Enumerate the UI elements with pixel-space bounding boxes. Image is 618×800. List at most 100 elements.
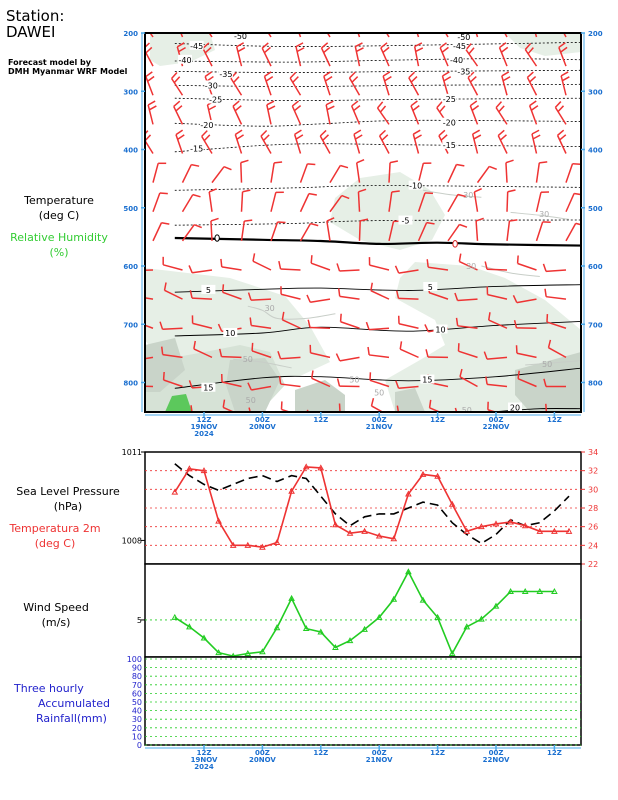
wind-barb-flag	[382, 71, 391, 77]
t2m-marker	[302, 463, 310, 470]
wind-barb-staff	[526, 77, 538, 96]
wind-barb-staff	[398, 323, 419, 329]
wind-barb-flag	[335, 353, 341, 362]
wind-barb-flag	[193, 223, 202, 229]
wind-barb-flag	[509, 219, 518, 222]
wind-barb-staff	[339, 295, 360, 300]
wind-barb	[565, 192, 581, 213]
temperature-label-line2: (deg C)	[38, 209, 80, 222]
wind-barb-staff	[475, 220, 479, 241]
contour-label-bg	[408, 180, 423, 190]
wind-barb-staff	[193, 348, 213, 359]
wind-barb-staff	[162, 264, 183, 271]
wind-barb	[524, 43, 538, 67]
wind-barb	[270, 191, 284, 212]
time-tick-label: 12Z	[547, 749, 562, 757]
humidity-shade-7	[295, 380, 345, 412]
wind-barb-flag	[557, 14, 563, 19]
t2m-marker	[448, 500, 456, 507]
wind-barb	[162, 256, 183, 271]
wind-barb-flag	[459, 223, 468, 228]
wind-marker	[171, 613, 179, 620]
wind-barb-staff	[145, 139, 154, 154]
wind-barb-staff	[320, 47, 331, 67]
contour-label-bg	[452, 40, 467, 50]
wind-barb-staff	[329, 195, 343, 213]
wind-barb-flag	[351, 76, 359, 83]
wind-barb	[293, 129, 304, 154]
wind-barb-staff	[388, 191, 393, 212]
t2m-marker	[332, 521, 339, 528]
wind-barb-staff	[505, 162, 508, 183]
temperature-contour-14	[495, 408, 581, 412]
wind-barb	[425, 349, 449, 359]
wind-barb-staff	[251, 385, 272, 391]
wind-barb	[505, 159, 514, 183]
wind-barb-flag	[382, 46, 390, 54]
contour-label: -35	[457, 67, 470, 76]
humidity-shade-1	[505, 33, 581, 56]
wind-barb-staff	[267, 33, 272, 38]
wind-barb-flag	[160, 346, 164, 355]
wind-barb-flag	[559, 18, 565, 23]
temp-tick-label: 32	[588, 467, 598, 476]
wind-barb-flag	[171, 72, 178, 79]
wind-barb	[545, 403, 552, 412]
wind-barb	[348, 71, 361, 96]
wind-barb-staff	[447, 194, 459, 213]
rain-tick-label: 30	[132, 715, 142, 724]
contour-label-bg	[442, 93, 457, 103]
wind-barb-staff	[162, 353, 183, 359]
wind-barb-flag	[162, 371, 165, 381]
wind-barb-flag	[483, 351, 488, 360]
wind-barb-flag	[308, 192, 317, 196]
wind-barb-flag	[240, 159, 249, 164]
wind-barb-staff	[545, 269, 567, 273]
wind-barb-flag	[499, 134, 507, 141]
t2m-marker	[273, 539, 281, 546]
wind-barb-staff	[416, 33, 420, 38]
wind-barb-flag	[559, 134, 567, 141]
wind-barb	[295, 42, 305, 67]
wind-barb-flag	[379, 14, 385, 20]
t2m-marker	[521, 522, 529, 529]
humidity-shade-6	[226, 358, 280, 412]
contour-label: -50	[234, 32, 247, 41]
wind-barb-staff	[369, 379, 390, 388]
wind-barb-staff	[476, 166, 490, 184]
wind-barb-staff	[192, 322, 213, 329]
wind-marker	[375, 613, 383, 620]
wind-barb-flag	[557, 105, 565, 113]
wind-barb	[337, 288, 360, 300]
wind-barb-staff	[201, 135, 213, 154]
wind-barb	[291, 100, 302, 125]
wind-barb	[270, 161, 283, 183]
wind-barb-flag	[295, 134, 304, 140]
wind-barb-staff	[208, 191, 213, 212]
wind-barb	[252, 253, 272, 271]
wind-barb-staff	[280, 356, 301, 360]
wind-barb-staff	[280, 383, 301, 388]
wind-barb-staff	[221, 381, 242, 388]
wind-barb-flag	[512, 295, 518, 303]
wind-barb	[247, 382, 272, 391]
wind-barb-staff	[289, 77, 302, 96]
wind-barb-flag	[442, 71, 450, 77]
wind-barb	[544, 288, 567, 300]
wind-barb-flag	[159, 321, 164, 330]
wind-barb-staff	[548, 347, 567, 359]
wind-barb-flag	[147, 100, 156, 106]
wind-barb-flag	[236, 18, 242, 23]
t2m-marker	[478, 523, 485, 530]
t2m-marker	[215, 517, 222, 524]
wind-barb-flag	[247, 292, 252, 301]
wind-barb-flag	[176, 42, 185, 48]
wind-barb-flag	[356, 47, 364, 53]
rain-tick-label: 60	[132, 689, 142, 698]
humidity-label: 30	[539, 210, 549, 219]
wind-barb	[319, 129, 331, 154]
wind-marker	[448, 649, 456, 657]
wind-barb-flag	[178, 46, 186, 53]
wind-barb-flag	[395, 380, 400, 389]
wind-barb	[358, 218, 369, 241]
